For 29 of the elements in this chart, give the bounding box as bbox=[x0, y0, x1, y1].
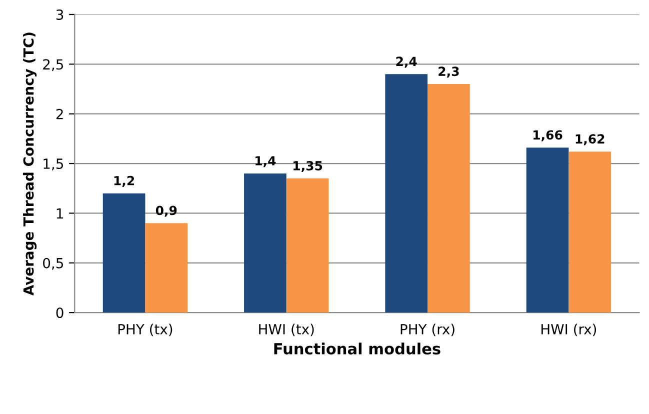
y-tick-label: 1 bbox=[56, 208, 63, 218]
bar bbox=[102, 193, 146, 313]
x-axis-title: Functional modules bbox=[274, 342, 440, 355]
y-tick-label: 3 bbox=[56, 9, 64, 20]
bar bbox=[385, 74, 428, 313]
data-label: 1,66 bbox=[534, 130, 562, 142]
x-tick-label: HWI (tx) bbox=[259, 324, 314, 336]
data-label: 1,4 bbox=[256, 156, 276, 168]
x-tick-label: PHY (rx) bbox=[400, 324, 454, 336]
data-label: 2,3 bbox=[438, 66, 459, 78]
data-label: 1,35 bbox=[294, 161, 322, 172]
x-tick-label: PHY (tx) bbox=[118, 324, 172, 336]
data-label: 2,4 bbox=[396, 56, 417, 68]
y-tick-label: 2 bbox=[56, 108, 63, 120]
y-tick-label: 1,5 bbox=[44, 158, 64, 170]
y-axis-title: Average Thread Concurrency (TC) bbox=[23, 32, 37, 296]
y-tick-label: 0,5 bbox=[43, 258, 64, 270]
bar bbox=[428, 84, 470, 313]
bar bbox=[568, 152, 612, 313]
data-label: 0,9 bbox=[156, 206, 177, 217]
data-label: 1,62 bbox=[576, 134, 604, 146]
y-tick-label: 0 bbox=[56, 308, 64, 318]
x-tick-label: HWI (rx) bbox=[542, 324, 596, 336]
bar bbox=[244, 173, 286, 313]
y-tick-label: 2,5 bbox=[43, 59, 64, 72]
bar bbox=[145, 223, 188, 313]
data-label: 1,2 bbox=[114, 176, 134, 187]
bar bbox=[526, 148, 569, 313]
bar bbox=[286, 178, 329, 313]
